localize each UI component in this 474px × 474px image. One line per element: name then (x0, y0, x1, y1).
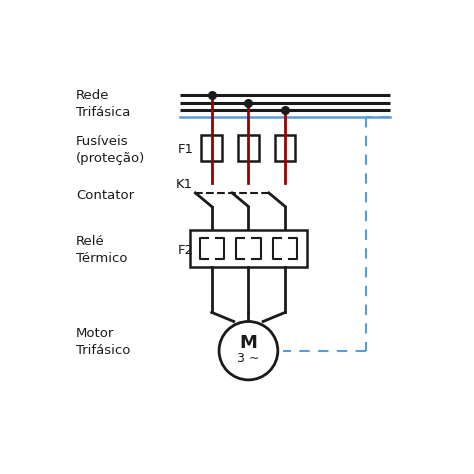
Text: F2: F2 (177, 244, 193, 257)
Bar (238, 136, 259, 161)
Text: Fusíveis
(proteção): Fusíveis (proteção) (76, 135, 145, 165)
Bar (201, 136, 222, 161)
Text: Contator: Contator (76, 189, 134, 202)
Text: 3 ~: 3 ~ (237, 352, 260, 365)
Bar (275, 136, 295, 161)
Circle shape (219, 321, 278, 380)
Text: Rede
Trifásica: Rede Trifásica (76, 89, 130, 119)
Text: K1: K1 (176, 178, 193, 191)
Text: F1: F1 (177, 144, 193, 156)
Bar (190, 230, 307, 267)
Text: Motor
Trifásico: Motor Trifásico (76, 327, 130, 356)
Text: M: M (239, 334, 257, 352)
Text: Relé
Térmico: Relé Térmico (76, 235, 128, 265)
